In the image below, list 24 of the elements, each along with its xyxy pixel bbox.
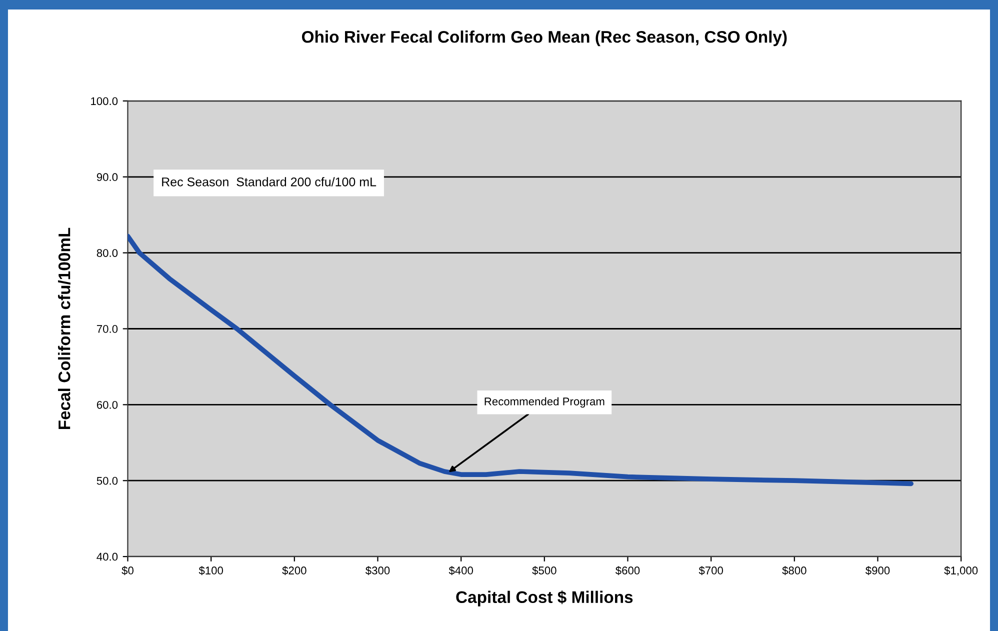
line-series — [128, 234, 914, 486]
x-tick-label: $500 — [532, 566, 556, 576]
y-tick-label: 60.0 — [96, 400, 118, 409]
y-tick-label: 90.0 — [96, 173, 118, 182]
annotation: Recommended Program — [484, 397, 604, 408]
x-tick-label: $800 — [782, 566, 806, 576]
y-tick-label: 40.0 — [96, 552, 118, 561]
y-tick-label: 70.0 — [96, 325, 118, 333]
y-axis-title: Fecal Coliform cfu/100mL — [58, 228, 70, 430]
x-tick-label: $700 — [698, 566, 723, 576]
chart-title: Ohio River Fecal Coliform Geo Mean (Rec Season, CSO Only) — [302, 30, 787, 46]
x-tick-label: $900 — [866, 566, 890, 576]
x-tick-label: $400 — [448, 566, 473, 576]
x-tick-label: $100 — [198, 566, 224, 576]
x-tick-label: $600 — [616, 566, 640, 576]
y-tick-label: 100.0 — [91, 97, 118, 106]
x-axis-title: Capital Cost $ Millions — [456, 590, 633, 606]
x-tick-label: $300 — [366, 566, 390, 576]
y-tick-label: 50.0 — [96, 476, 118, 485]
annotation: Rec Season Standard 200 cfu/100 mL — [162, 177, 376, 186]
x-tick-label: $0 — [122, 566, 134, 576]
x-tick-label: $200 — [282, 566, 306, 576]
x-tick-label: $1,000 — [944, 566, 978, 576]
y-tick-label: 80.0 — [96, 249, 118, 257]
